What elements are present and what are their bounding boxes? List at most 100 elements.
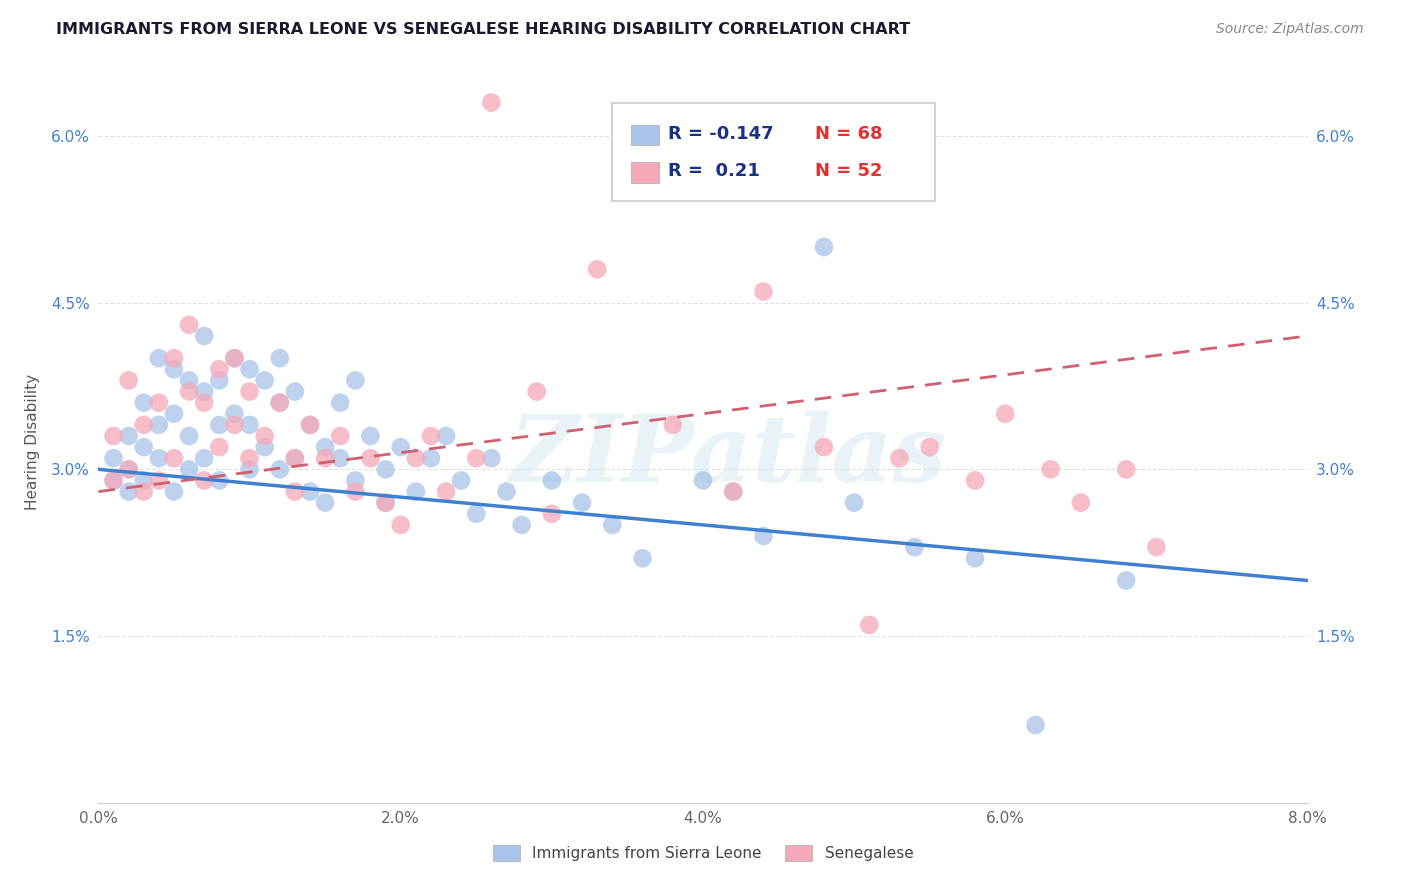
Point [965,551,987,566]
Point [193,384,215,399]
Point [179,384,201,399]
Point [269,462,291,476]
Text: Source: ZipAtlas.com: Source: ZipAtlas.com [1216,22,1364,37]
Point [405,484,427,499]
Point [179,429,201,443]
Point [344,373,367,387]
Point [208,373,231,387]
Point [344,474,367,488]
Point [434,429,457,443]
Point [148,351,170,366]
Point [284,384,307,399]
Point [904,540,927,554]
Point [103,474,125,488]
Text: R = -0.147: R = -0.147 [668,125,773,143]
Point [284,484,307,499]
Point [103,451,125,466]
Point [179,373,201,387]
Point [284,451,307,466]
Point [374,496,396,510]
Point [571,496,593,510]
Point [389,517,412,532]
Point [420,451,443,466]
Point [450,474,472,488]
Point [193,395,215,409]
Text: N = 52: N = 52 [815,162,883,180]
Point [434,484,457,499]
Point [374,462,396,476]
Point [118,373,141,387]
Point [118,484,141,499]
Point [1039,462,1062,476]
Point [239,417,262,432]
Point [360,451,382,466]
Point [661,417,683,432]
Point [163,484,186,499]
Point [132,484,155,499]
Point [360,429,382,443]
Point [314,451,336,466]
Point [193,451,215,466]
Point [132,440,155,454]
Y-axis label: Hearing Disability: Hearing Disability [25,374,41,509]
Point [965,474,987,488]
Point [208,474,231,488]
Point [132,395,155,409]
Point [481,95,503,110]
Point [389,440,412,454]
Point [239,462,262,476]
Point [329,395,352,409]
Point [495,484,517,499]
Text: R =  0.21: R = 0.21 [668,162,759,180]
Point [148,451,170,466]
Point [208,362,231,376]
Point [299,417,322,432]
Point [344,484,367,499]
Point [994,407,1017,421]
Point [269,395,291,409]
Point [1025,718,1047,732]
Point [813,240,835,254]
Point [118,429,141,443]
Point [329,451,352,466]
Point [118,462,141,476]
Point [1115,574,1137,588]
Text: ZIPatlas: ZIPatlas [509,411,946,501]
Point [179,462,201,476]
Point [586,262,609,277]
Point [163,351,186,366]
Point [752,285,775,299]
Text: IMMIGRANTS FROM SIERRA LEONE VS SENEGALESE HEARING DISABILITY CORRELATION CHART: IMMIGRANTS FROM SIERRA LEONE VS SENEGALE… [56,22,910,37]
Point [510,517,533,532]
Point [179,318,201,332]
Point [329,429,352,443]
Point [314,440,336,454]
Point [299,417,322,432]
Point [1070,496,1092,510]
Point [465,507,488,521]
Point [224,351,246,366]
Point [723,484,745,499]
Point [208,440,231,454]
Point [314,496,336,510]
Legend: Immigrants from Sierra Leone, Senegalese: Immigrants from Sierra Leone, Senegalese [486,839,920,867]
Point [752,529,775,543]
Point [602,517,624,532]
Point [163,451,186,466]
Point [132,417,155,432]
Point [374,496,396,510]
Point [405,451,427,466]
Point [224,417,246,432]
Point [208,417,231,432]
Point [148,395,170,409]
Point [858,618,880,632]
Point [224,407,246,421]
Point [420,429,443,443]
Point [540,474,562,488]
Point [253,429,276,443]
Point [163,362,186,376]
Point [284,451,307,466]
Point [1115,462,1137,476]
Point [148,474,170,488]
Point [269,351,291,366]
